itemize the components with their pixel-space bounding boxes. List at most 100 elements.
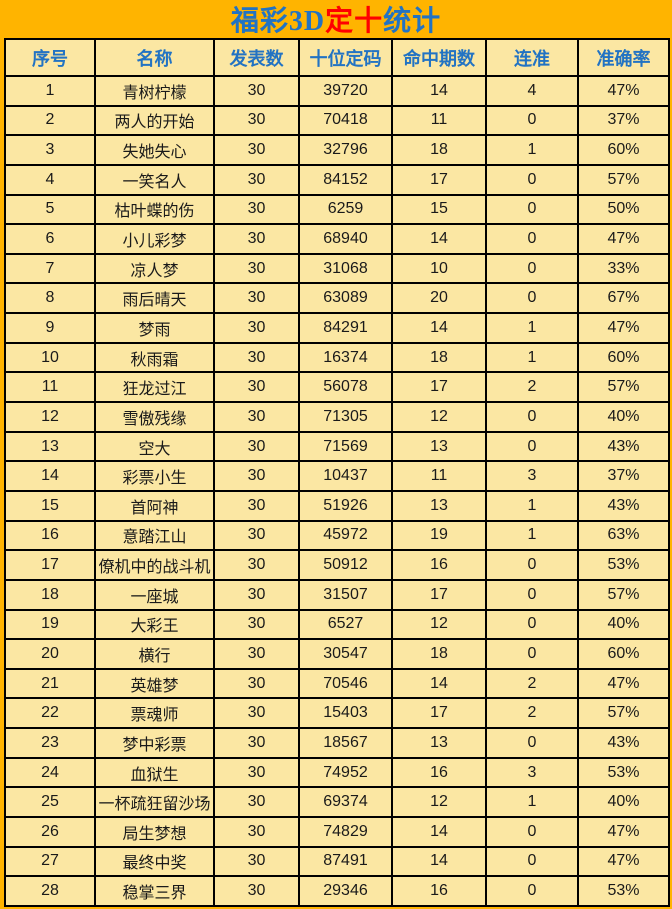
cell-index: 25 <box>4 786 96 819</box>
cell-tens-code: 16374 <box>298 341 393 374</box>
cell-index: 17 <box>4 549 96 581</box>
column-header-name: 名称 <box>94 38 215 77</box>
cell-streak: 1 <box>485 519 579 552</box>
cell-accuracy: 50% <box>577 193 670 226</box>
column-header-index: 序号 <box>4 38 96 77</box>
cell-published: 30 <box>213 341 300 374</box>
cell-accuracy: 43% <box>577 430 670 463</box>
table-row: 26 局生梦想 30 74829 14 0 47% <box>4 816 670 848</box>
cell-index: 18 <box>4 578 96 611</box>
cell-accuracy: 47% <box>577 223 670 255</box>
cell-streak: 0 <box>485 875 579 907</box>
cell-published: 30 <box>213 697 300 730</box>
table-row: 21 英雄梦 30 70546 14 2 47% <box>4 667 670 700</box>
cell-streak: 1 <box>485 341 579 374</box>
cell-published: 30 <box>213 193 300 226</box>
cell-index: 7 <box>4 252 96 285</box>
cell-hits: 16 <box>391 756 487 789</box>
page-title-segment-blue-1: 福彩3D <box>230 6 326 37</box>
cell-hits: 20 <box>391 282 487 315</box>
cell-tens-code: 70546 <box>298 667 393 700</box>
cell-accuracy: 57% <box>577 697 670 730</box>
cell-tens-code: 39720 <box>298 75 393 107</box>
cell-hits: 16 <box>391 875 487 907</box>
table-row: 24 血狱生 30 74952 16 3 53% <box>4 756 670 789</box>
cell-name: 首阿神 <box>94 489 215 522</box>
cell-published: 30 <box>213 756 300 789</box>
cell-tens-code: 50912 <box>298 549 393 581</box>
cell-accuracy: 53% <box>577 756 670 789</box>
cell-streak: 0 <box>485 430 579 463</box>
cell-published: 30 <box>213 578 300 611</box>
table-header: 序号 名称 发表数 十位定码 命中期数 连准 准确率 <box>4 38 670 77</box>
cell-accuracy: 57% <box>577 578 670 611</box>
cell-published: 30 <box>213 816 300 848</box>
cell-index: 15 <box>4 489 96 522</box>
table-row: 4 一笑名人 30 84152 17 0 57% <box>4 163 670 196</box>
cell-published: 30 <box>213 134 300 166</box>
table-body: 1 青树柠檬 30 39720 14 4 47% 2 两人的开始 30 7041… <box>4 75 670 907</box>
cell-name: 横行 <box>94 638 215 670</box>
cell-tens-code: 15403 <box>298 697 393 730</box>
cell-published: 30 <box>213 312 300 344</box>
cell-accuracy: 60% <box>577 638 670 670</box>
cell-streak: 2 <box>485 371 579 404</box>
cell-hits: 13 <box>391 489 487 522</box>
cell-accuracy: 47% <box>577 312 670 344</box>
cell-name: 一座城 <box>94 578 215 611</box>
cell-name: 秋雨霜 <box>94 341 215 374</box>
cell-index: 21 <box>4 667 96 700</box>
cell-published: 30 <box>213 252 300 285</box>
cell-tens-code: 87491 <box>298 845 393 878</box>
cell-index: 5 <box>4 193 96 226</box>
cell-hits: 12 <box>391 608 487 641</box>
table-row: 15 首阿神 30 51926 13 1 43% <box>4 489 670 522</box>
cell-index: 2 <box>4 104 96 137</box>
cell-published: 30 <box>213 845 300 878</box>
cell-accuracy: 53% <box>577 549 670 581</box>
cell-tens-code: 45972 <box>298 519 393 552</box>
cell-tens-code: 68940 <box>298 223 393 255</box>
cell-published: 30 <box>213 75 300 107</box>
cell-name: 雨后晴天 <box>94 282 215 315</box>
column-header-published: 发表数 <box>213 38 300 77</box>
cell-index: 12 <box>4 401 96 433</box>
cell-streak: 0 <box>485 401 579 433</box>
column-header-hits: 命中期数 <box>391 38 487 77</box>
cell-published: 30 <box>213 163 300 196</box>
cell-index: 28 <box>4 875 96 907</box>
table-row: 11 狂龙过江 30 56078 17 2 57% <box>4 371 670 404</box>
cell-name: 凉人梦 <box>94 252 215 285</box>
cell-tens-code: 74952 <box>298 756 393 789</box>
cell-tens-code: 18567 <box>298 727 393 759</box>
cell-published: 30 <box>213 104 300 137</box>
column-header-accuracy: 准确率 <box>577 38 670 77</box>
cell-hits: 11 <box>391 460 487 492</box>
cell-streak: 0 <box>485 549 579 581</box>
cell-name: 血狱生 <box>94 756 215 789</box>
cell-accuracy: 60% <box>577 341 670 374</box>
cell-tens-code: 6527 <box>298 608 393 641</box>
cell-tens-code: 31507 <box>298 578 393 611</box>
cell-published: 30 <box>213 460 300 492</box>
table-row: 16 意踏江山 30 45972 19 1 63% <box>4 519 670 552</box>
cell-accuracy: 37% <box>577 104 670 137</box>
cell-hits: 14 <box>391 312 487 344</box>
cell-accuracy: 57% <box>577 371 670 404</box>
cell-streak: 0 <box>485 845 579 878</box>
cell-index: 8 <box>4 282 96 315</box>
cell-index: 27 <box>4 845 96 878</box>
cell-published: 30 <box>213 489 300 522</box>
table-row: 27 最终中奖 30 87491 14 0 47% <box>4 845 670 878</box>
page-title-segment-blue-2: 统计 <box>383 6 442 37</box>
cell-name: 梦中彩票 <box>94 727 215 759</box>
cell-index: 1 <box>4 75 96 107</box>
cell-accuracy: 43% <box>577 489 670 522</box>
cell-hits: 13 <box>391 430 487 463</box>
table-row: 1 青树柠檬 30 39720 14 4 47% <box>4 75 670 107</box>
cell-hits: 18 <box>391 134 487 166</box>
cell-tens-code: 69374 <box>298 786 393 819</box>
cell-name: 青树柠檬 <box>94 75 215 107</box>
cell-accuracy: 60% <box>577 134 670 166</box>
cell-tens-code: 74829 <box>298 816 393 848</box>
